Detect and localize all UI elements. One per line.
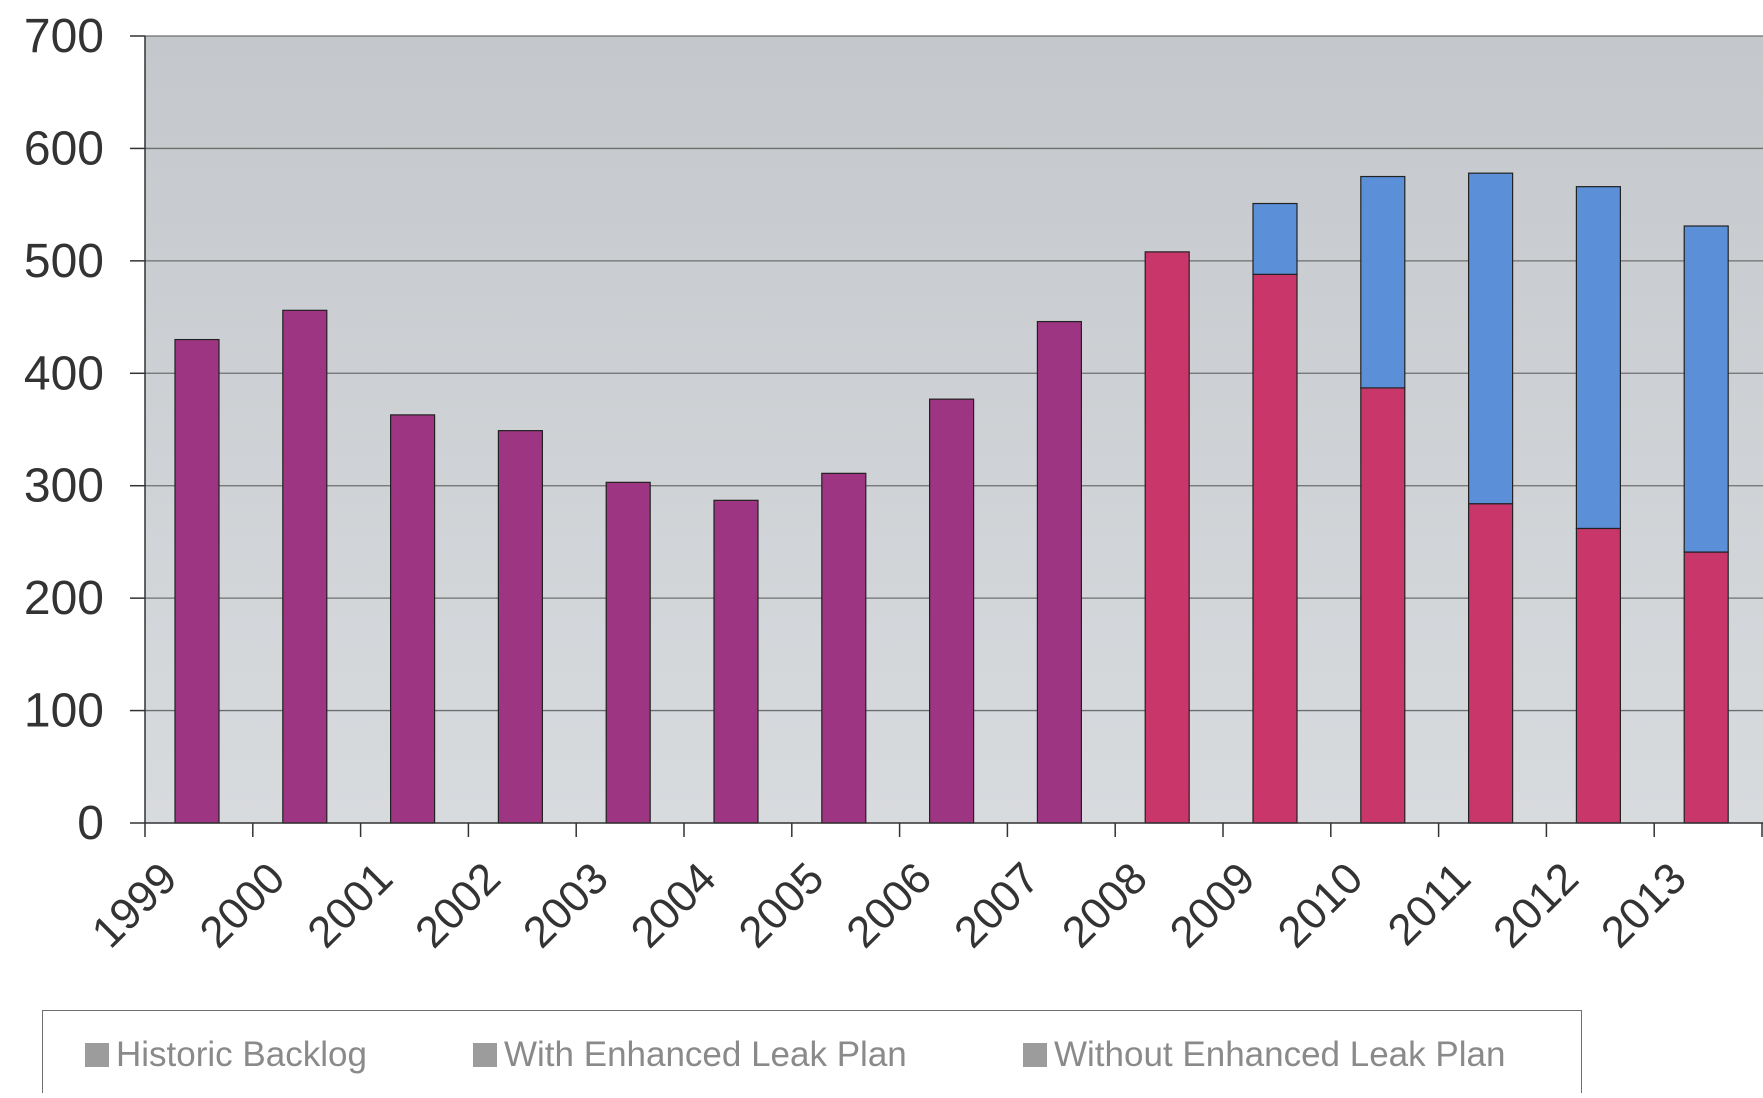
x-tick-label: 2000 (190, 853, 294, 957)
x-tick-label: 2013 (1592, 853, 1696, 957)
y-tick-label: 300 (24, 460, 104, 513)
bar-historic-backlog-2002 (497, 430, 543, 824)
bar-without-enhanced-leak-plan-2010 (1360, 387, 1406, 824)
legend-label: Without Enhanced Leak Plan (1054, 1035, 1506, 1074)
bar-historic-backlog-2004 (713, 499, 759, 824)
legend-swatch (1023, 1043, 1047, 1067)
legend-item-with-enhanced-leak-plan: With Enhanced Leak Plan (473, 1035, 907, 1075)
x-tick-label: 2009 (1161, 853, 1265, 957)
bar-historic-backlog-2007 (1036, 320, 1083, 824)
x-tick-label: 2004 (622, 853, 726, 957)
legend-swatch (85, 1043, 109, 1067)
y-tick-label: 100 (24, 685, 104, 738)
x-tick-label: 2001 (298, 853, 402, 957)
legend-item-without-enhanced-leak-plan: Without Enhanced Leak Plan (1023, 1035, 1505, 1075)
bar-historic-backlog-2005 (821, 472, 867, 824)
legend-swatch (473, 1043, 497, 1067)
bar-historic-backlog-2006 (928, 398, 975, 824)
y-tick-label: 400 (24, 347, 104, 400)
y-tick-label: 700 (24, 10, 104, 63)
x-tick-label: 2008 (1053, 853, 1157, 957)
bar-with-enhanced-leak-plan-2010 (1360, 175, 1406, 389)
y-tick-label: 0 (77, 797, 104, 850)
bar-without-enhanced-leak-plan-2011 (1467, 503, 1514, 824)
x-tick-label: 2005 (729, 853, 833, 957)
bar-with-enhanced-leak-plan-2011 (1467, 172, 1514, 505)
x-tick-label: 1999 (83, 853, 187, 957)
y-tick-label: 600 (24, 122, 104, 175)
axes (130, 35, 1763, 837)
bar-without-enhanced-leak-plan-2009 (1252, 273, 1298, 824)
x-tick-label: 2007 (945, 853, 1049, 957)
x-tick-label: 2006 (837, 853, 941, 957)
legend: Historic Backlog With Enhanced Leak Plan… (42, 1010, 1582, 1093)
bar-with-enhanced-leak-plan-2009 (1252, 202, 1298, 275)
legend-label: Historic Backlog (116, 1035, 367, 1074)
bar-without-enhanced-leak-plan-2013 (1683, 551, 1729, 824)
bar-with-enhanced-leak-plan-2012 (1575, 186, 1622, 530)
x-tick-label: 2002 (406, 853, 510, 957)
bar-without-enhanced-leak-plan-2008 (1144, 251, 1190, 824)
x-tick-label: 2003 (514, 853, 618, 957)
x-tick-label: 2010 (1268, 853, 1372, 957)
bar-without-enhanced-leak-plan-2012 (1575, 527, 1622, 824)
bar-historic-backlog-2000 (282, 309, 328, 824)
bar-with-enhanced-leak-plan-2013 (1683, 225, 1729, 553)
x-tick-label: 2012 (1484, 853, 1588, 957)
x-tick-label: 2011 (1379, 853, 1481, 955)
bar-historic-backlog-1999 (174, 338, 220, 824)
legend-item-historic-backlog: Historic Backlog (85, 1035, 367, 1075)
bar-historic-backlog-2003 (605, 481, 651, 824)
bar-historic-backlog-2001 (390, 414, 436, 824)
y-tick-label: 500 (24, 235, 104, 288)
y-tick-label: 200 (24, 572, 104, 625)
legend-label: With Enhanced Leak Plan (504, 1035, 907, 1074)
